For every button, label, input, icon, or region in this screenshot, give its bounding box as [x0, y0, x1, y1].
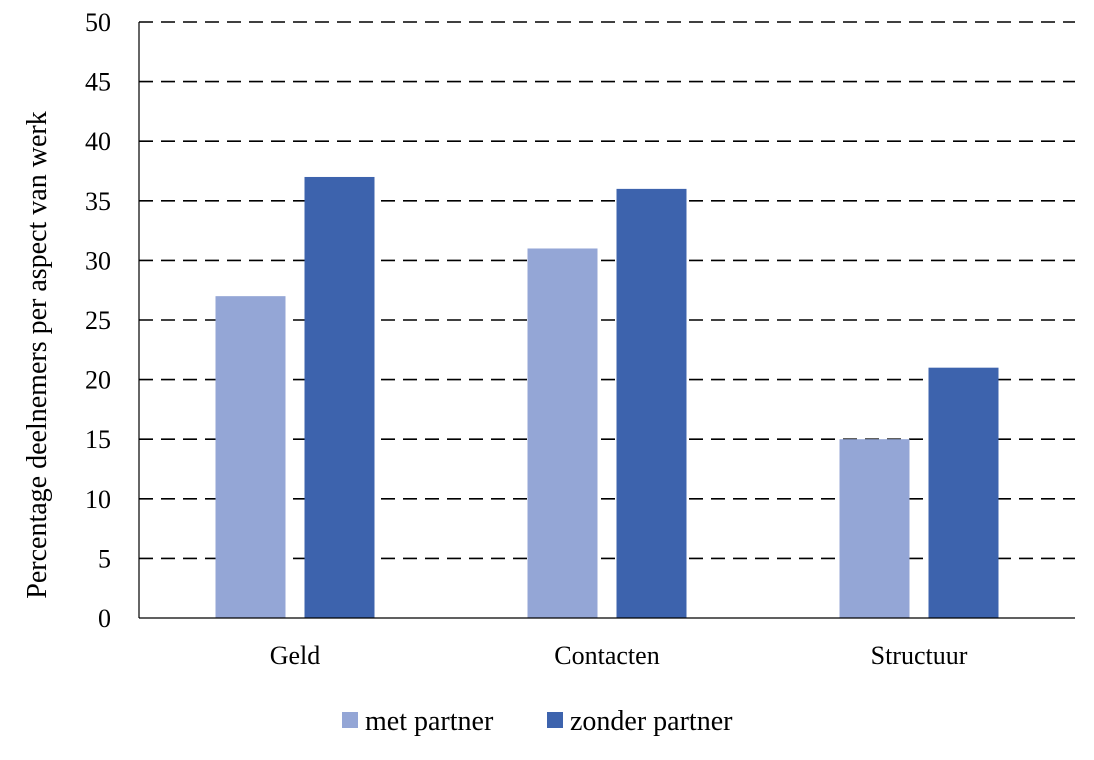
y-tick-label: 10: [85, 485, 111, 514]
y-tick-label: 45: [85, 68, 111, 97]
bars: [215, 176, 999, 619]
y-tick-label: 0: [98, 604, 111, 633]
bar-met-partner-contacten: [527, 248, 598, 619]
y-tick-label: 35: [85, 187, 111, 216]
legend-label: met partner: [365, 706, 494, 737]
legend-label: zonder partner: [570, 706, 733, 737]
y-tick-label: 50: [85, 8, 111, 37]
bar-zonder-partner-contacten: [616, 188, 687, 618]
y-tick-label: 5: [98, 544, 111, 573]
legend-swatch: [342, 712, 358, 728]
bar-met-partner-structuur: [839, 439, 910, 618]
y-axis-title: Percentage deelnemers per aspect van wer…: [22, 111, 53, 598]
x-category-label: Contacten: [554, 641, 659, 670]
y-tick-label: 25: [85, 306, 111, 335]
y-tick-label: 15: [85, 425, 111, 454]
y-tick-label: 30: [85, 246, 111, 275]
bar-zonder-partner-geld: [304, 176, 375, 618]
y-tick-label: 40: [85, 127, 111, 156]
x-category-label: Geld: [270, 641, 321, 670]
gridlines: [139, 21, 1075, 560]
legend-swatch: [547, 712, 563, 728]
x-category-label: Structuur: [871, 641, 968, 670]
bar-zonder-partner-structuur: [928, 367, 999, 618]
legend: met partner zonder partner: [342, 706, 733, 737]
y-tick-labels: 0 5 10 15 20 25 30 35 40 45 50: [85, 8, 111, 633]
axes: [138, 22, 1075, 619]
x-category-labels: Geld Contacten Structuur: [270, 641, 968, 670]
y-tick-label: 20: [85, 366, 111, 395]
bar-met-partner-geld: [215, 296, 286, 618]
